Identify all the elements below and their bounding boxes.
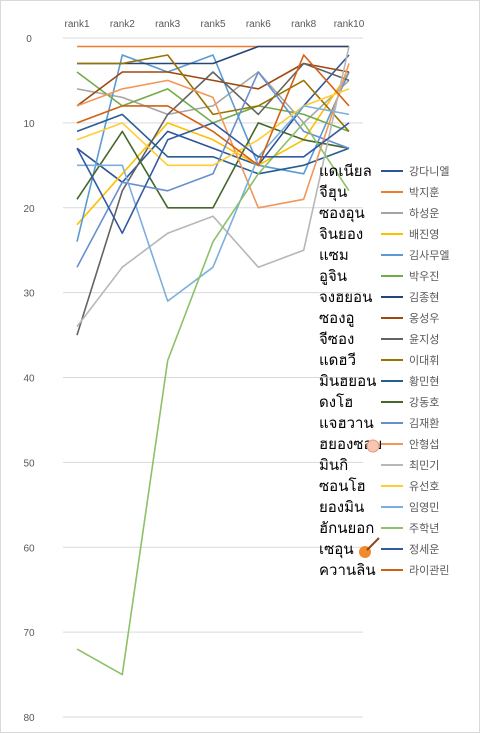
series-line-17 [76,122,350,676]
legend-label: 최민기 [409,459,439,472]
overlay-name: ฮยองซอบ [319,435,382,453]
x-tick-label: rank10 [334,19,365,30]
y-tick-label: 40 [23,374,35,385]
overlay-name: แดเนียล [319,162,372,180]
series-line-10 [76,113,350,175]
legend-label: 강동호 [409,396,439,409]
legend: 강다니엘박지훈하성운배진영김사무엘박우진김종현옹성우윤지성이대휘황민현강동호김재… [381,165,449,577]
x-axis-ticks: rank1 rank2 rank3 rank5 rank6 rank8 rank10 [64,19,364,30]
series-line-18 [76,122,350,234]
x-tick-label: rank1 [64,19,89,30]
guitar-emoji-neck [366,537,380,551]
series-line-16 [77,105,350,302]
legend-label: 박우진 [409,270,439,283]
overlay-name-list: แดเนียลจีฮุนซองอุนจินยองแซมอูจินจงฮยอนซอ… [319,162,382,579]
overlay-name: จงฮยอน [319,288,372,306]
y-tick-label: 80 [23,713,35,724]
y-tick-label: 10 [23,119,35,130]
overlay-name: จีซอง [319,330,355,348]
legend-label: 안형섭 [409,438,439,451]
legend-label: 윤지성 [409,333,439,346]
overlay-name: ควานลิน [319,561,376,579]
y-tick-label: 30 [23,289,35,300]
overlay-name: อูจิน [319,267,347,285]
y-tick-label: 0 [26,34,32,45]
x-tick-label: rank8 [291,19,316,30]
emoji-decoration [359,439,380,558]
legend-label: 이대휘 [409,354,439,367]
series-line-8 [76,62,350,336]
legend-label: 옹성우 [409,312,439,325]
y-tick-label: 60 [23,543,35,554]
y-tick-label: 50 [23,458,35,469]
overlay-name: ซองอุน [319,204,365,223]
legend-label: 하성운 [409,206,439,220]
x-tick-label: rank6 [246,19,271,30]
y-tick-label: 20 [23,204,35,215]
legend-label: 배진영 [409,228,439,241]
series-line-13 [76,63,350,209]
legend-label: 유선호 [409,480,439,493]
gridlines [63,37,363,718]
y-axis-ticks: 0 10 20 30 40 50 60 70 80 [23,34,35,724]
overlay-name: ซองอู [319,309,355,327]
series-line-14 [76,46,350,328]
legend-label: 라이관린 [409,564,449,577]
overlay-name: จินยอง [319,225,363,243]
overlay-name: ซอนโฮ [319,477,366,495]
legend-label: 주학년 [409,522,439,535]
x-tick-label: rank2 [110,19,135,30]
series-line-11 [76,122,350,209]
series-line-9 [77,54,350,132]
legend-label: 김종현 [409,291,439,304]
x-tick-label: rank3 [155,19,180,30]
legend-label: 김사무엘 [409,249,449,262]
legend-label: 박지훈 [409,186,439,199]
peach-emoji [366,439,380,453]
overlay-name: แจฮวาน [319,414,374,432]
series-line-19 [76,54,350,167]
x-tick-label: rank5 [200,19,225,30]
overlay-name: แซม [319,246,349,264]
overlay-name: แดฮวี [319,351,356,369]
overlay-name: ยองมิน [319,498,364,516]
legend-label: 황민현 [409,375,439,388]
legend-label: 김재환 [409,417,439,430]
legend-label: 강다니엘 [409,165,449,178]
legend-label: 임영민 [409,501,439,514]
series-line-12 [76,71,350,268]
legend-label: 정세운 [409,543,439,556]
overlay-name: มินฮยอน [319,372,376,390]
y-tick-label: 70 [23,628,35,639]
overlay-name: จีฮุน [319,183,347,202]
series-lines [76,45,350,676]
series-line-4 [76,54,350,242]
overlay-name: ฮักนยอก [319,519,374,537]
overlay-name: เซอุน [319,540,354,559]
overlay-name: ดงโฮ [319,393,353,411]
overlay-name: มินกิ [319,456,348,474]
